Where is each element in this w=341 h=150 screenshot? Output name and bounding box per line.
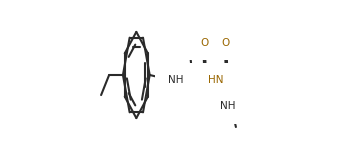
Text: O: O: [222, 38, 230, 48]
Text: HN: HN: [208, 75, 224, 85]
Text: NH: NH: [220, 101, 236, 111]
Text: O: O: [200, 38, 208, 48]
Text: NH: NH: [168, 75, 183, 85]
